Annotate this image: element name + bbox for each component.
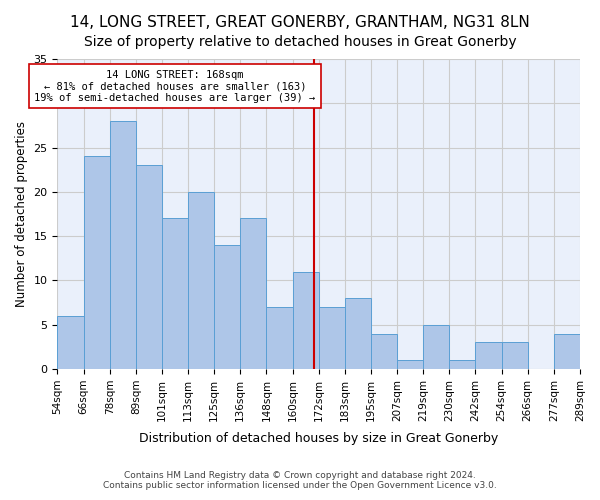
Bar bbox=[58, 316, 83, 369]
Text: 14 LONG STREET: 168sqm
← 81% of detached houses are smaller (163)
19% of semi-de: 14 LONG STREET: 168sqm ← 81% of detached… bbox=[34, 70, 316, 103]
Bar bbox=[83, 156, 110, 369]
Bar bbox=[293, 272, 319, 369]
Bar bbox=[371, 334, 397, 369]
X-axis label: Distribution of detached houses by size in Great Gonerby: Distribution of detached houses by size … bbox=[139, 432, 499, 445]
Bar bbox=[397, 360, 423, 369]
Bar bbox=[110, 121, 136, 369]
Bar bbox=[136, 166, 162, 369]
Bar bbox=[319, 307, 345, 369]
Bar bbox=[423, 325, 449, 369]
Bar bbox=[554, 334, 580, 369]
Bar bbox=[162, 218, 188, 369]
Y-axis label: Number of detached properties: Number of detached properties bbox=[15, 121, 28, 307]
Bar bbox=[266, 307, 293, 369]
Text: 14, LONG STREET, GREAT GONERBY, GRANTHAM, NG31 8LN: 14, LONG STREET, GREAT GONERBY, GRANTHAM… bbox=[70, 15, 530, 30]
Bar bbox=[188, 192, 214, 369]
Bar bbox=[241, 218, 266, 369]
Bar bbox=[475, 342, 502, 369]
Bar bbox=[449, 360, 475, 369]
Bar bbox=[214, 245, 241, 369]
Bar bbox=[345, 298, 371, 369]
Text: Contains HM Land Registry data © Crown copyright and database right 2024.
Contai: Contains HM Land Registry data © Crown c… bbox=[103, 470, 497, 490]
Text: Size of property relative to detached houses in Great Gonerby: Size of property relative to detached ho… bbox=[83, 35, 517, 49]
Bar bbox=[502, 342, 528, 369]
